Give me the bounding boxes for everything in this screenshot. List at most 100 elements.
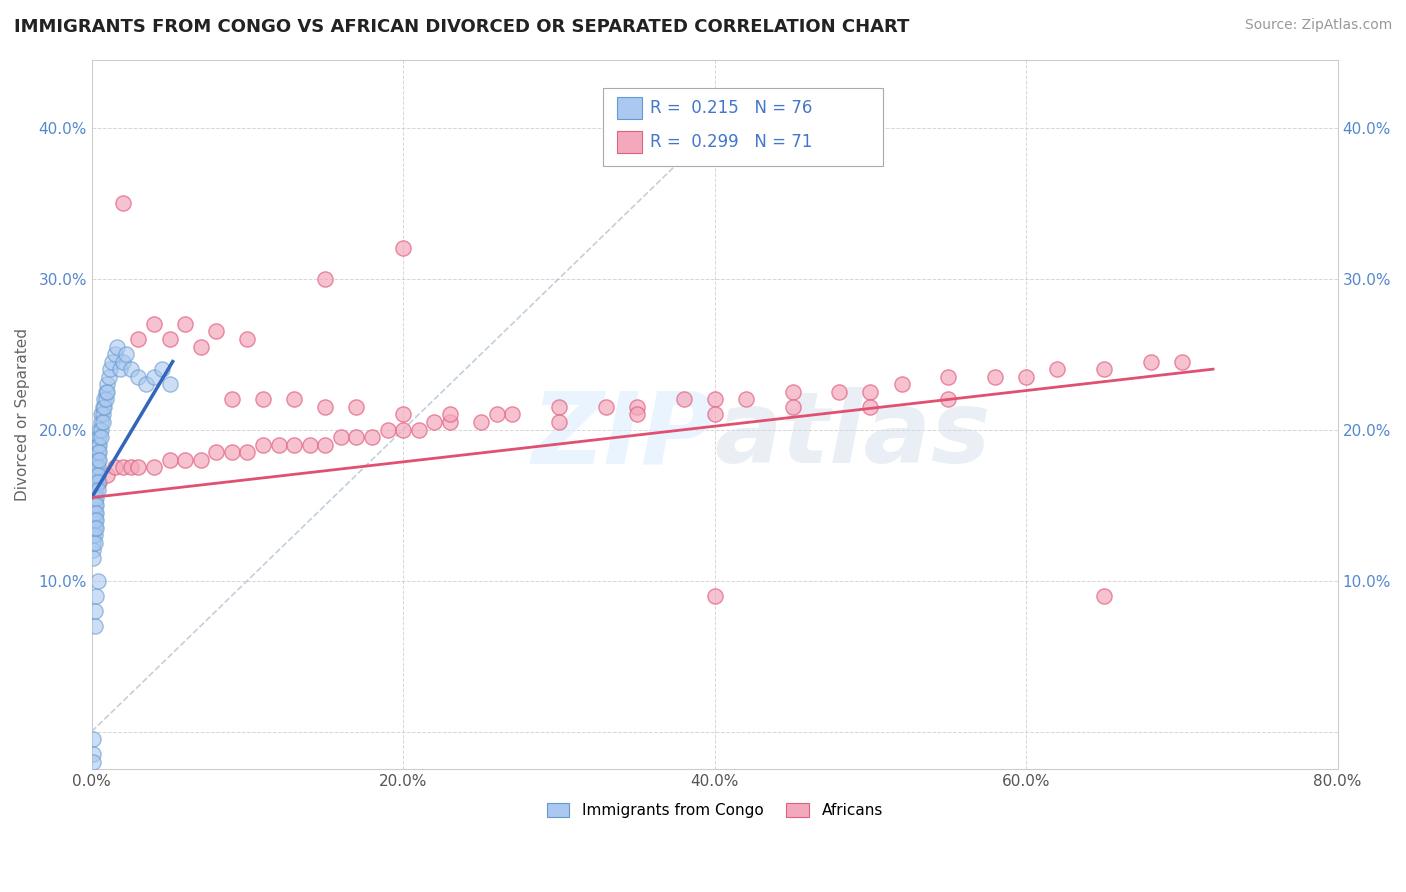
Point	[120, 460, 142, 475]
FancyBboxPatch shape	[603, 88, 883, 166]
Point	[548, 400, 571, 414]
Point	[828, 384, 851, 399]
Point	[83, 491, 105, 505]
Point	[143, 369, 166, 384]
Point	[159, 332, 181, 346]
Point	[408, 423, 430, 437]
Point	[83, 467, 105, 482]
Point	[205, 325, 228, 339]
Point	[174, 317, 197, 331]
Point	[782, 384, 804, 399]
Point	[100, 362, 122, 376]
Point	[111, 354, 134, 368]
Point	[82, 528, 104, 542]
Text: atlas: atlas	[714, 387, 991, 484]
Point	[314, 271, 336, 285]
Point	[93, 400, 115, 414]
Point	[90, 430, 112, 444]
Point	[127, 369, 149, 384]
Point	[87, 460, 110, 475]
Point	[90, 408, 112, 422]
Point	[83, 619, 105, 633]
Point	[89, 452, 111, 467]
Point	[83, 521, 105, 535]
Point	[86, 513, 108, 527]
Point	[86, 506, 108, 520]
Point	[423, 415, 446, 429]
Point	[485, 408, 508, 422]
Point	[377, 423, 399, 437]
Point	[115, 347, 138, 361]
Point	[252, 437, 274, 451]
Point	[392, 408, 415, 422]
Point	[86, 491, 108, 505]
Point	[159, 377, 181, 392]
Point	[83, 498, 105, 512]
Point	[111, 460, 134, 475]
Point	[1139, 354, 1161, 368]
Point	[1046, 362, 1069, 376]
Point	[82, 498, 104, 512]
Point	[859, 384, 882, 399]
Point	[703, 589, 725, 603]
Point	[361, 430, 384, 444]
Point	[104, 347, 127, 361]
Point	[314, 437, 336, 451]
Point	[150, 362, 173, 376]
Point	[101, 354, 124, 368]
Point	[984, 369, 1007, 384]
Point	[87, 437, 110, 451]
Point	[87, 475, 110, 490]
Legend: Immigrants from Congo, Africans: Immigrants from Congo, Africans	[538, 795, 890, 825]
Point	[83, 536, 105, 550]
Point	[97, 369, 120, 384]
Y-axis label: Divorced or Separated: Divorced or Separated	[15, 328, 30, 501]
Point	[501, 408, 523, 422]
Text: R =  0.299   N = 71: R = 0.299 N = 71	[650, 133, 813, 151]
Point	[87, 574, 110, 588]
Point	[236, 332, 259, 346]
Point	[83, 475, 105, 490]
Point	[82, 747, 104, 762]
Point	[89, 437, 111, 451]
Point	[89, 445, 111, 459]
Point	[86, 475, 108, 490]
Point	[120, 362, 142, 376]
Point	[91, 408, 114, 422]
Point	[329, 430, 352, 444]
Point	[86, 460, 108, 475]
FancyBboxPatch shape	[617, 131, 643, 153]
Point	[87, 452, 110, 467]
Point	[93, 392, 115, 407]
Point	[89, 475, 111, 490]
Point	[90, 415, 112, 429]
Point	[782, 400, 804, 414]
Text: R =  0.215   N = 76: R = 0.215 N = 76	[650, 99, 813, 117]
Point	[82, 755, 104, 769]
Point	[221, 445, 243, 459]
Point	[89, 430, 111, 444]
Point	[626, 400, 648, 414]
Point	[87, 445, 110, 459]
Point	[94, 384, 117, 399]
Point	[82, 491, 104, 505]
Point	[86, 589, 108, 603]
Point	[314, 400, 336, 414]
Point	[83, 483, 105, 497]
Point	[1092, 362, 1115, 376]
Point	[1015, 369, 1038, 384]
Point	[108, 362, 131, 376]
Point	[87, 467, 110, 482]
Point	[439, 408, 461, 422]
Point	[89, 423, 111, 437]
Point	[283, 392, 305, 407]
Point	[82, 536, 104, 550]
Point	[221, 392, 243, 407]
Point	[548, 415, 571, 429]
Point	[86, 483, 108, 497]
Point	[595, 400, 617, 414]
Point	[82, 521, 104, 535]
Point	[82, 513, 104, 527]
Point	[672, 392, 695, 407]
Point	[127, 460, 149, 475]
